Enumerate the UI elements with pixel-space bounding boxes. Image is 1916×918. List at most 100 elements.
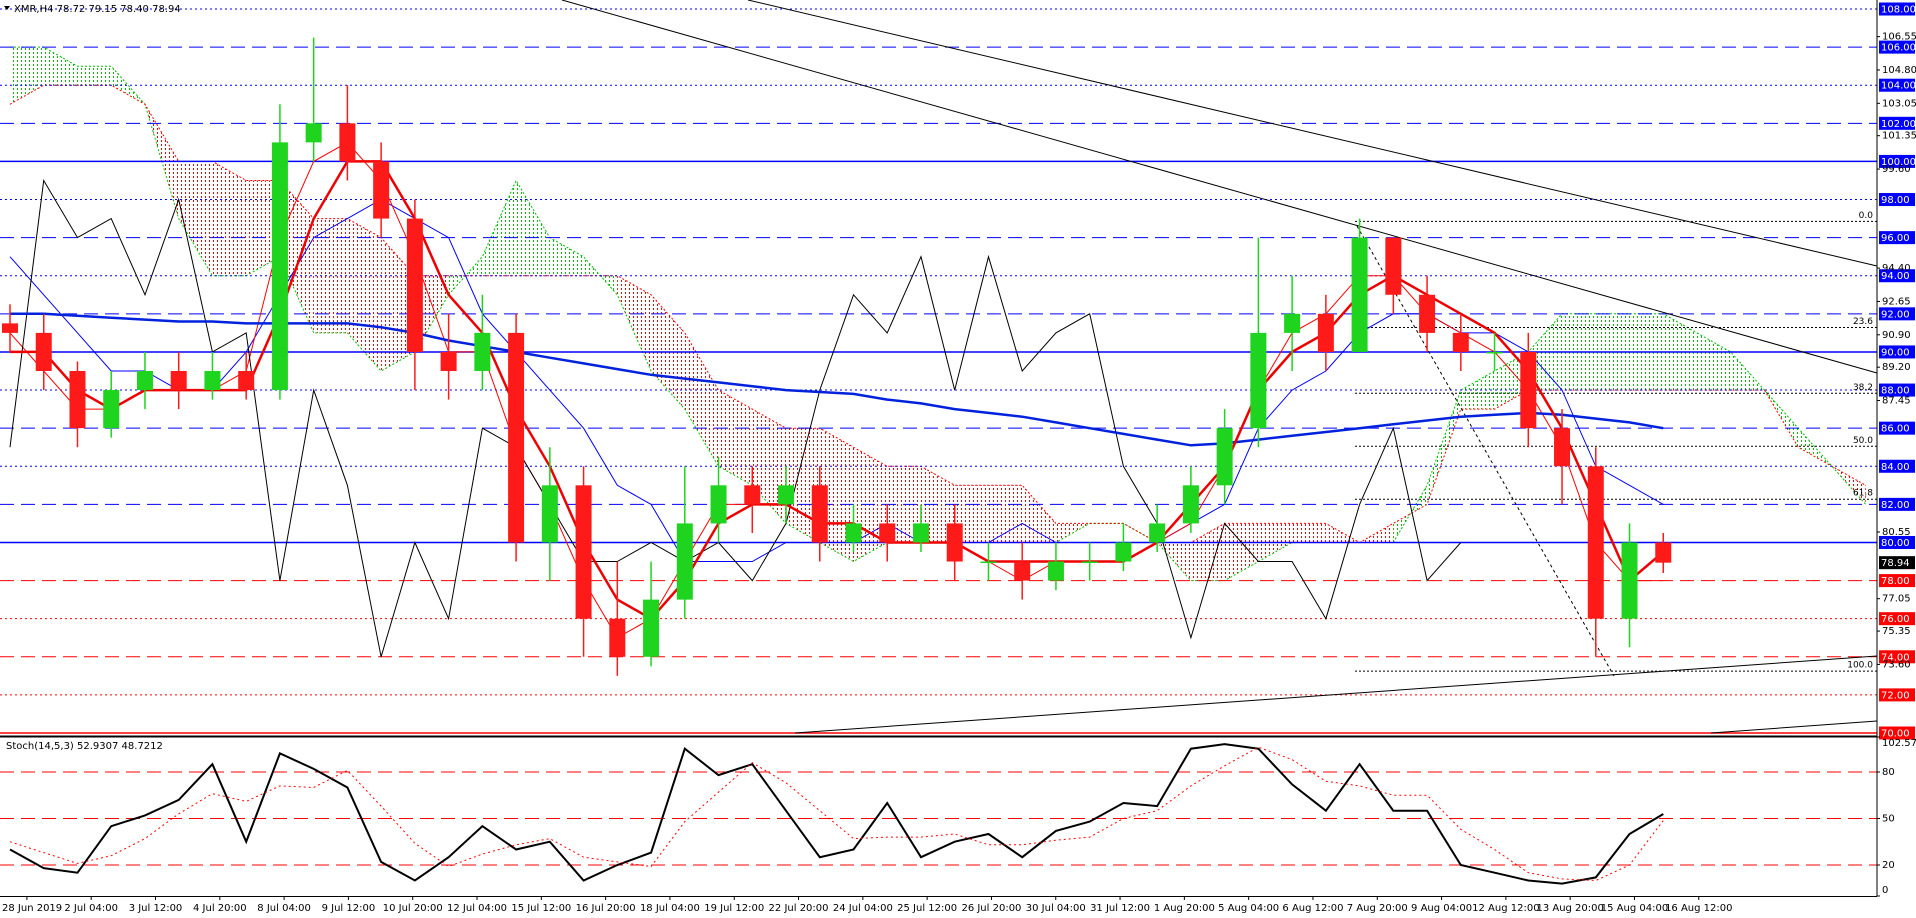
x-tick-label: 8 Jul 04:00 xyxy=(257,903,311,914)
candle-body xyxy=(643,599,660,657)
x-tick-label: 22 Jul 20:00 xyxy=(769,903,829,914)
level-label: 70.00 xyxy=(1881,729,1910,740)
y-tick-label: 87.45 xyxy=(1882,396,1911,407)
x-tick-label: 15 Jul 12:00 xyxy=(511,903,571,914)
x-tick-label: 28 Jun 2019 xyxy=(2,903,62,914)
cloud-segment xyxy=(954,485,989,543)
level-label-box xyxy=(1879,154,1915,168)
cloud-segment xyxy=(10,47,44,105)
candle-body xyxy=(1216,428,1233,486)
cloud-segment xyxy=(1157,542,1191,581)
y-tick-label: 92.65 xyxy=(1882,296,1911,307)
cloud-segment xyxy=(988,485,1023,543)
candle-body xyxy=(946,523,963,562)
x-tick-label: 12 Aug 12:00 xyxy=(1472,903,1539,914)
candle-body xyxy=(508,332,525,543)
cloud-segment xyxy=(381,237,415,371)
candle-body xyxy=(1419,294,1436,333)
candle-body xyxy=(170,371,187,391)
last-price-box xyxy=(1879,556,1915,570)
candle-body xyxy=(305,123,322,143)
level-label-box xyxy=(1879,459,1915,473)
candle-body xyxy=(103,390,120,429)
fib-label: 38.2 xyxy=(1853,383,1873,393)
y-tick-label: 80.55 xyxy=(1882,527,1911,538)
stoch-line xyxy=(9,743,1664,885)
x-tick-label: 12 Jul 04:00 xyxy=(447,903,507,914)
cloud-segment xyxy=(718,390,753,486)
cloud-segment xyxy=(212,161,247,276)
x-tick-label: 18 Jul 04:00 xyxy=(640,903,700,914)
stoch-y-tick-label: 102.5755 xyxy=(1882,738,1916,749)
candle-body xyxy=(474,332,491,371)
level-label: 100.00 xyxy=(1881,157,1916,168)
level-label-box xyxy=(1879,269,1915,283)
level-label-box xyxy=(1879,383,1915,397)
candle-body xyxy=(1115,542,1132,562)
candle-body xyxy=(541,485,558,543)
last-price-label: 78.94 xyxy=(1881,558,1910,569)
candle-body xyxy=(575,485,592,619)
x-tick-label: 5 Aug 04:00 xyxy=(1218,903,1279,914)
x-tick-label: 1 Aug 20:00 xyxy=(1154,903,1215,914)
fib-label: 61.8 xyxy=(1853,489,1873,499)
candle-body xyxy=(35,332,52,371)
cloud-segment xyxy=(1224,523,1259,581)
y-tick-label: 77.05 xyxy=(1882,594,1911,605)
stoch-line xyxy=(9,746,1664,882)
level-label-box xyxy=(1879,193,1915,207)
x-tick-label: 31 Jul 12:00 xyxy=(1090,903,1150,914)
stoch-y-tick-label: 0 xyxy=(1882,885,1888,896)
cloud-segment xyxy=(77,66,112,86)
fib-diagonal xyxy=(1356,225,1615,677)
level-label: 106.00 xyxy=(1881,43,1916,54)
y-tick-label: 89.20 xyxy=(1882,362,1911,373)
candle-body xyxy=(1587,466,1604,619)
level-label-box xyxy=(1879,650,1915,664)
cloud-segment xyxy=(752,409,787,524)
stochastic-panel xyxy=(0,743,1877,885)
candle-body xyxy=(744,485,761,505)
y-tick-label: 101.35 xyxy=(1882,131,1916,142)
x-tick-label: 19 Jul 12:00 xyxy=(704,903,764,914)
trendline xyxy=(1710,720,1878,734)
candle-body xyxy=(912,523,929,543)
candle-body xyxy=(710,485,727,524)
x-tick-label: 9 Aug 04:00 xyxy=(1411,903,1472,914)
candle-body xyxy=(845,523,862,543)
level-label: 98.00 xyxy=(1881,195,1910,206)
x-tick-label: 15 Aug 04:00 xyxy=(1601,903,1668,914)
level-label: 80.00 xyxy=(1881,538,1910,549)
candle-body xyxy=(1250,332,1267,429)
y-tick-label: 73.60 xyxy=(1882,659,1911,670)
level-label: 84.00 xyxy=(1881,462,1910,473)
cloud-segment xyxy=(1190,523,1225,581)
candle-body xyxy=(1182,485,1199,524)
cloud-segment xyxy=(43,47,78,86)
level-label: 88.00 xyxy=(1881,386,1910,397)
candle-body xyxy=(406,218,423,352)
cloud-segment xyxy=(549,237,584,276)
trendline xyxy=(794,655,1878,734)
x-tick-label: 24 Jul 04:00 xyxy=(833,903,893,914)
menu-triangle xyxy=(4,6,10,10)
level-label: 86.00 xyxy=(1881,424,1910,435)
candle-body xyxy=(811,485,828,543)
level-label-box xyxy=(1879,40,1915,54)
level-label-box xyxy=(1879,116,1915,130)
level-label: 102.00 xyxy=(1881,119,1916,130)
level-label: 78.00 xyxy=(1881,576,1910,587)
candle-body xyxy=(609,618,626,657)
fib-label: 23.6 xyxy=(1853,317,1873,327)
y-tick-label: 104.80 xyxy=(1882,65,1916,76)
trendline xyxy=(561,0,1878,374)
level-label: 72.00 xyxy=(1881,690,1910,701)
cloud-segment xyxy=(786,428,820,543)
y-tick-label: 106.55 xyxy=(1882,32,1916,43)
y-tick-label: 103.05 xyxy=(1882,98,1916,109)
candle-body xyxy=(2,323,18,333)
cloud-segment xyxy=(1798,428,1832,467)
